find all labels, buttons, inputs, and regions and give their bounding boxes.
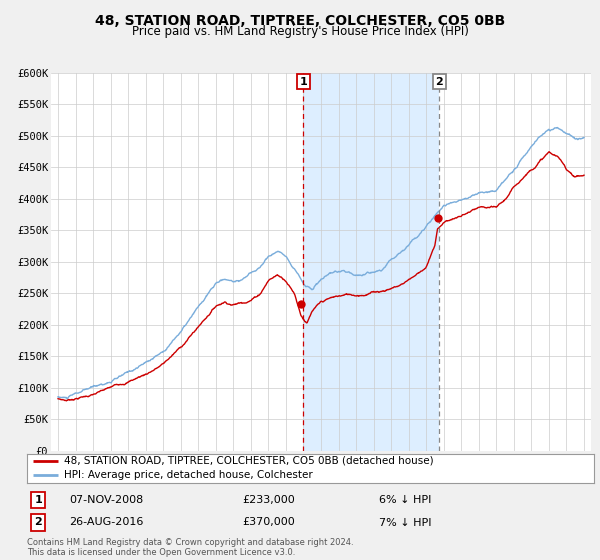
Text: Contains HM Land Registry data © Crown copyright and database right 2024.
This d: Contains HM Land Registry data © Crown c… (27, 538, 353, 557)
Text: 7% ↓ HPI: 7% ↓ HPI (379, 517, 431, 528)
Text: HPI: Average price, detached house, Colchester: HPI: Average price, detached house, Colc… (64, 470, 313, 480)
Text: 2: 2 (436, 77, 443, 87)
Text: £233,000: £233,000 (242, 495, 295, 505)
Bar (304, 73, 439, 451)
Text: 6% ↓ HPI: 6% ↓ HPI (379, 495, 431, 505)
Text: 1: 1 (34, 495, 42, 505)
Text: 07-NOV-2008: 07-NOV-2008 (70, 495, 144, 505)
Text: 26-AUG-2016: 26-AUG-2016 (70, 517, 144, 528)
Text: 48, STATION ROAD, TIPTREE, COLCHESTER, CO5 0BB: 48, STATION ROAD, TIPTREE, COLCHESTER, C… (95, 14, 505, 28)
Text: £370,000: £370,000 (242, 517, 295, 528)
Text: 1: 1 (299, 77, 307, 87)
Text: 48, STATION ROAD, TIPTREE, COLCHESTER, CO5 0BB (detached house): 48, STATION ROAD, TIPTREE, COLCHESTER, C… (64, 456, 433, 466)
Text: 2: 2 (34, 517, 42, 528)
Text: Price paid vs. HM Land Registry's House Price Index (HPI): Price paid vs. HM Land Registry's House … (131, 25, 469, 38)
